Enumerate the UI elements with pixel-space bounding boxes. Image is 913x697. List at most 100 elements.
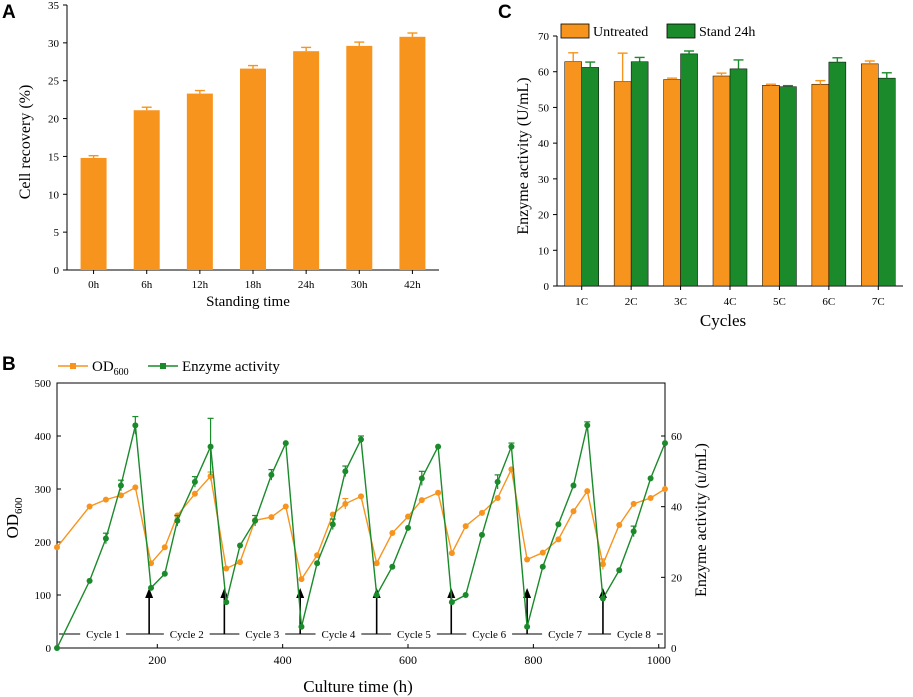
panel-c-bar (581, 67, 599, 287)
panel-b-point-od600 (191, 490, 198, 497)
legend-label-stand24h: Stand 24h (699, 25, 755, 40)
panel-b-point-enzyme (373, 592, 380, 598)
panel-a-bar (186, 93, 213, 270)
panel-b-point-od600 (630, 500, 637, 507)
panel-b-cycle-label-bg (466, 627, 513, 640)
panel-a-bar (346, 45, 373, 271)
panel-b-line-od600 (56, 467, 666, 581)
panel-b-point-enzyme (662, 440, 668, 447)
panel-c-bar (680, 53, 698, 287)
panel-b-point-enzyme (435, 443, 442, 450)
panel-a-ytick-label: 0 (54, 265, 60, 277)
panel-b-line-enzyme (56, 425, 666, 649)
legend-od-sub: 600 (114, 367, 129, 378)
panel-b-point-enzyme (298, 623, 305, 630)
panel-c-bar (564, 61, 582, 287)
panel-c-ytick-label: 30 (538, 174, 550, 186)
panel-b-cycle-label-bg (239, 627, 286, 640)
panel-b-cycle-label: Cycle 7 (548, 629, 582, 641)
panel-b-point-od600 (161, 544, 168, 551)
panel-a-bar (80, 157, 107, 270)
panel-c-bar (663, 79, 681, 287)
panel-b-point-enzyme (584, 422, 591, 429)
panel-b-xtick-label: 200 (148, 653, 166, 667)
panel-b-point-enzyme (237, 542, 244, 549)
panel-b-chart: 0 100 200 300 400 500 0 20 40 60 200 400 600 800 1000 C… (35, 378, 683, 667)
panel-b-point-od600 (373, 560, 380, 567)
panel-b-cycle-arrowhead (296, 588, 305, 598)
panel-c-xlabel: Cycles (700, 311, 746, 330)
panel-b-point-od600 (448, 550, 455, 557)
panel-a-xtick-label: 24h (298, 279, 315, 291)
panel-b-cycle-label: Cycle 2 (170, 629, 204, 641)
panel-a-bar (293, 51, 320, 270)
panel-a-xtick-label: 0h (88, 279, 100, 291)
panel-c-bar (613, 81, 632, 287)
panel-b-ytick-right-label: 60 (671, 431, 683, 443)
panel-c-ytick-label: 50 (538, 102, 550, 114)
panel-b-point-od600 (207, 473, 214, 480)
panel-b-point-enzyme (148, 584, 155, 591)
panel-b-point-enzyme (462, 592, 469, 598)
panel-b-point-enzyme (282, 440, 289, 447)
panel-c-bar (861, 63, 879, 287)
legend-marker-enzyme (160, 363, 166, 369)
panel-b-point-od600 (86, 503, 93, 510)
panel-c-bar (712, 75, 731, 287)
panel-a-ytick-label: 20 (48, 114, 60, 126)
panel-b-point-enzyme (647, 475, 654, 482)
panel-b-point-enzyme (132, 422, 139, 429)
panel-c-xtick-label: 1C (575, 296, 588, 308)
panel-b-cycle-label-bg (315, 627, 362, 640)
panel-b-point-od600 (570, 508, 577, 515)
legend-marker-od600 (70, 363, 76, 369)
panel-b-ylabel-left: OD600 (3, 497, 25, 539)
panel-c-bar (630, 61, 649, 287)
panel-b-cycle-label-bg (80, 627, 126, 640)
panel-b-point-enzyme (174, 517, 181, 524)
panel-b-point-enzyme (86, 577, 93, 584)
panel-b-ytick-left-label: 200 (35, 537, 52, 549)
panel-a-bar (399, 36, 426, 270)
panel-c-xtick-label: 4C (724, 296, 737, 308)
panel-b-point-enzyme (329, 521, 336, 528)
legend-swatch-untreated (560, 23, 590, 39)
panel-b-point-enzyme (555, 521, 562, 528)
panel-b-point-od600 (132, 484, 139, 491)
panel-b-point-enzyme (342, 468, 349, 475)
panel-b-point-od600 (148, 560, 155, 567)
panel-b-point-enzyme (252, 517, 259, 524)
panel-c-xtick-label: 7C (872, 296, 885, 308)
legend-od-main: OD (92, 359, 114, 375)
panel-b-point-od600 (478, 509, 485, 516)
panel-c-bar (828, 61, 847, 287)
panel-b-point-enzyme (570, 482, 577, 489)
panel-b-point-enzyme (314, 560, 321, 567)
panel-b-point-enzyme (418, 475, 425, 482)
panel-b-point-od600 (418, 497, 425, 504)
panel-b-point-enzyme (478, 531, 485, 538)
panel-c-bar (811, 83, 830, 287)
panel-b-point-od600 (584, 488, 591, 495)
panel-b-xtick-label: 400 (274, 653, 292, 667)
legend-label-untreated: Untreated (593, 25, 648, 40)
panel-c-ytick-label: 0 (544, 281, 550, 293)
panel-b-cycle-label: Cycle 1 (86, 629, 120, 641)
panel-a-xtick-label: 30h (351, 279, 368, 291)
panel-a-ytick-label: 35 (48, 0, 60, 12)
panel-b-ytick-left-label: 500 (35, 378, 52, 390)
panel-letter-c: C (498, 2, 512, 23)
panel-b-cycle-arrowhead (523, 588, 532, 598)
panel-b-point-od600 (358, 493, 364, 500)
panel-b-point-enzyme (223, 599, 230, 606)
panel-c-bar (878, 77, 896, 287)
panel-a-ylabel: Cell recovery (%) (17, 85, 34, 200)
panel-c-xtick-label: 2C (625, 296, 638, 308)
panel-b-point-od600 (268, 514, 275, 521)
panel-b-point-enzyme (161, 570, 168, 577)
panel-b-point-od600 (389, 529, 396, 536)
panel-a-bar (133, 110, 160, 270)
panel-b-point-od600 (662, 486, 668, 492)
panel-b-cycle-label-bg (163, 627, 210, 640)
